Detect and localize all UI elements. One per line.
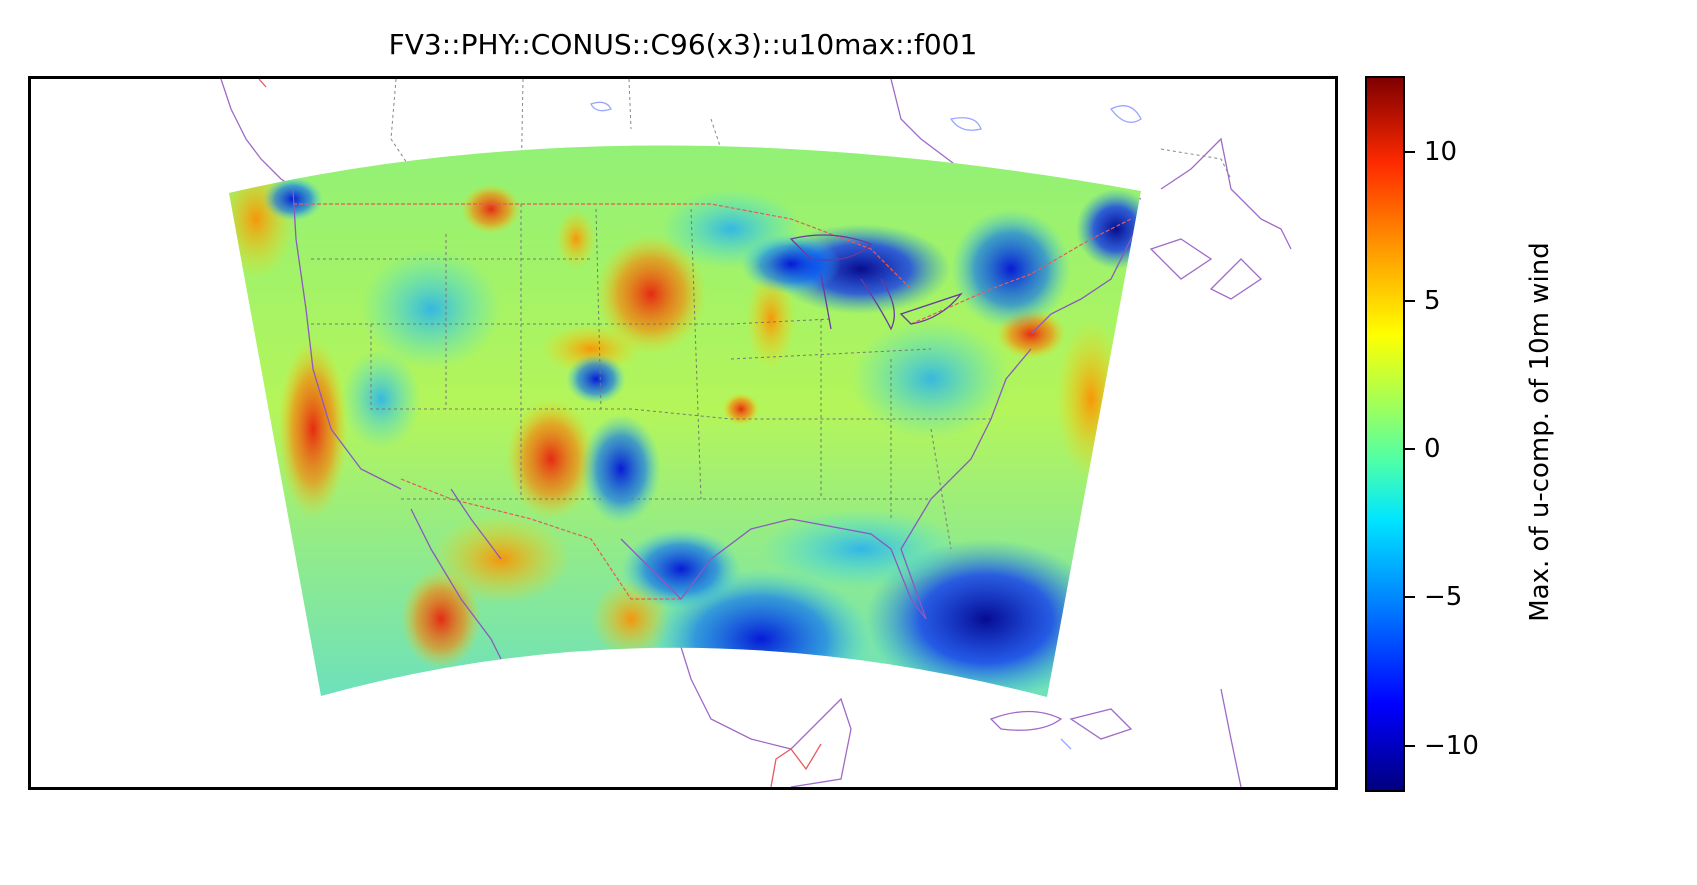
map-canvas [220,79,1292,787]
national-borders [293,203,1132,600]
colorbar-tick-mark [1405,299,1415,302]
wind-field [229,145,1141,697]
state-borders [311,204,991,550]
map-panel [28,76,1338,790]
colorbar [1365,76,1405,792]
colorbar-label: Max. of u-comp. of 10m wind [1525,242,1555,622]
colorbar-tick-mark [1405,447,1415,450]
colorbar-tick-mark [1405,596,1415,599]
colorbar-tick-label: 10 [1424,137,1458,168]
country-borders [258,79,822,787]
colorbar-tick-label: −5 [1424,582,1463,613]
domain-coastlines [292,188,1141,660]
colorbar-tick-label: 0 [1424,433,1441,464]
colorbar-tick-mark [1405,744,1415,747]
great-lakes [789,234,963,331]
map-title: FV3::PHY::CONUS::C96(x3)::u10max::f001 [388,28,978,61]
colorbar-tick-label: 5 [1424,285,1441,316]
colorbar-tick-mark [1405,151,1415,154]
colorbar-tick-label: −10 [1424,730,1479,761]
lakes [590,101,1142,750]
